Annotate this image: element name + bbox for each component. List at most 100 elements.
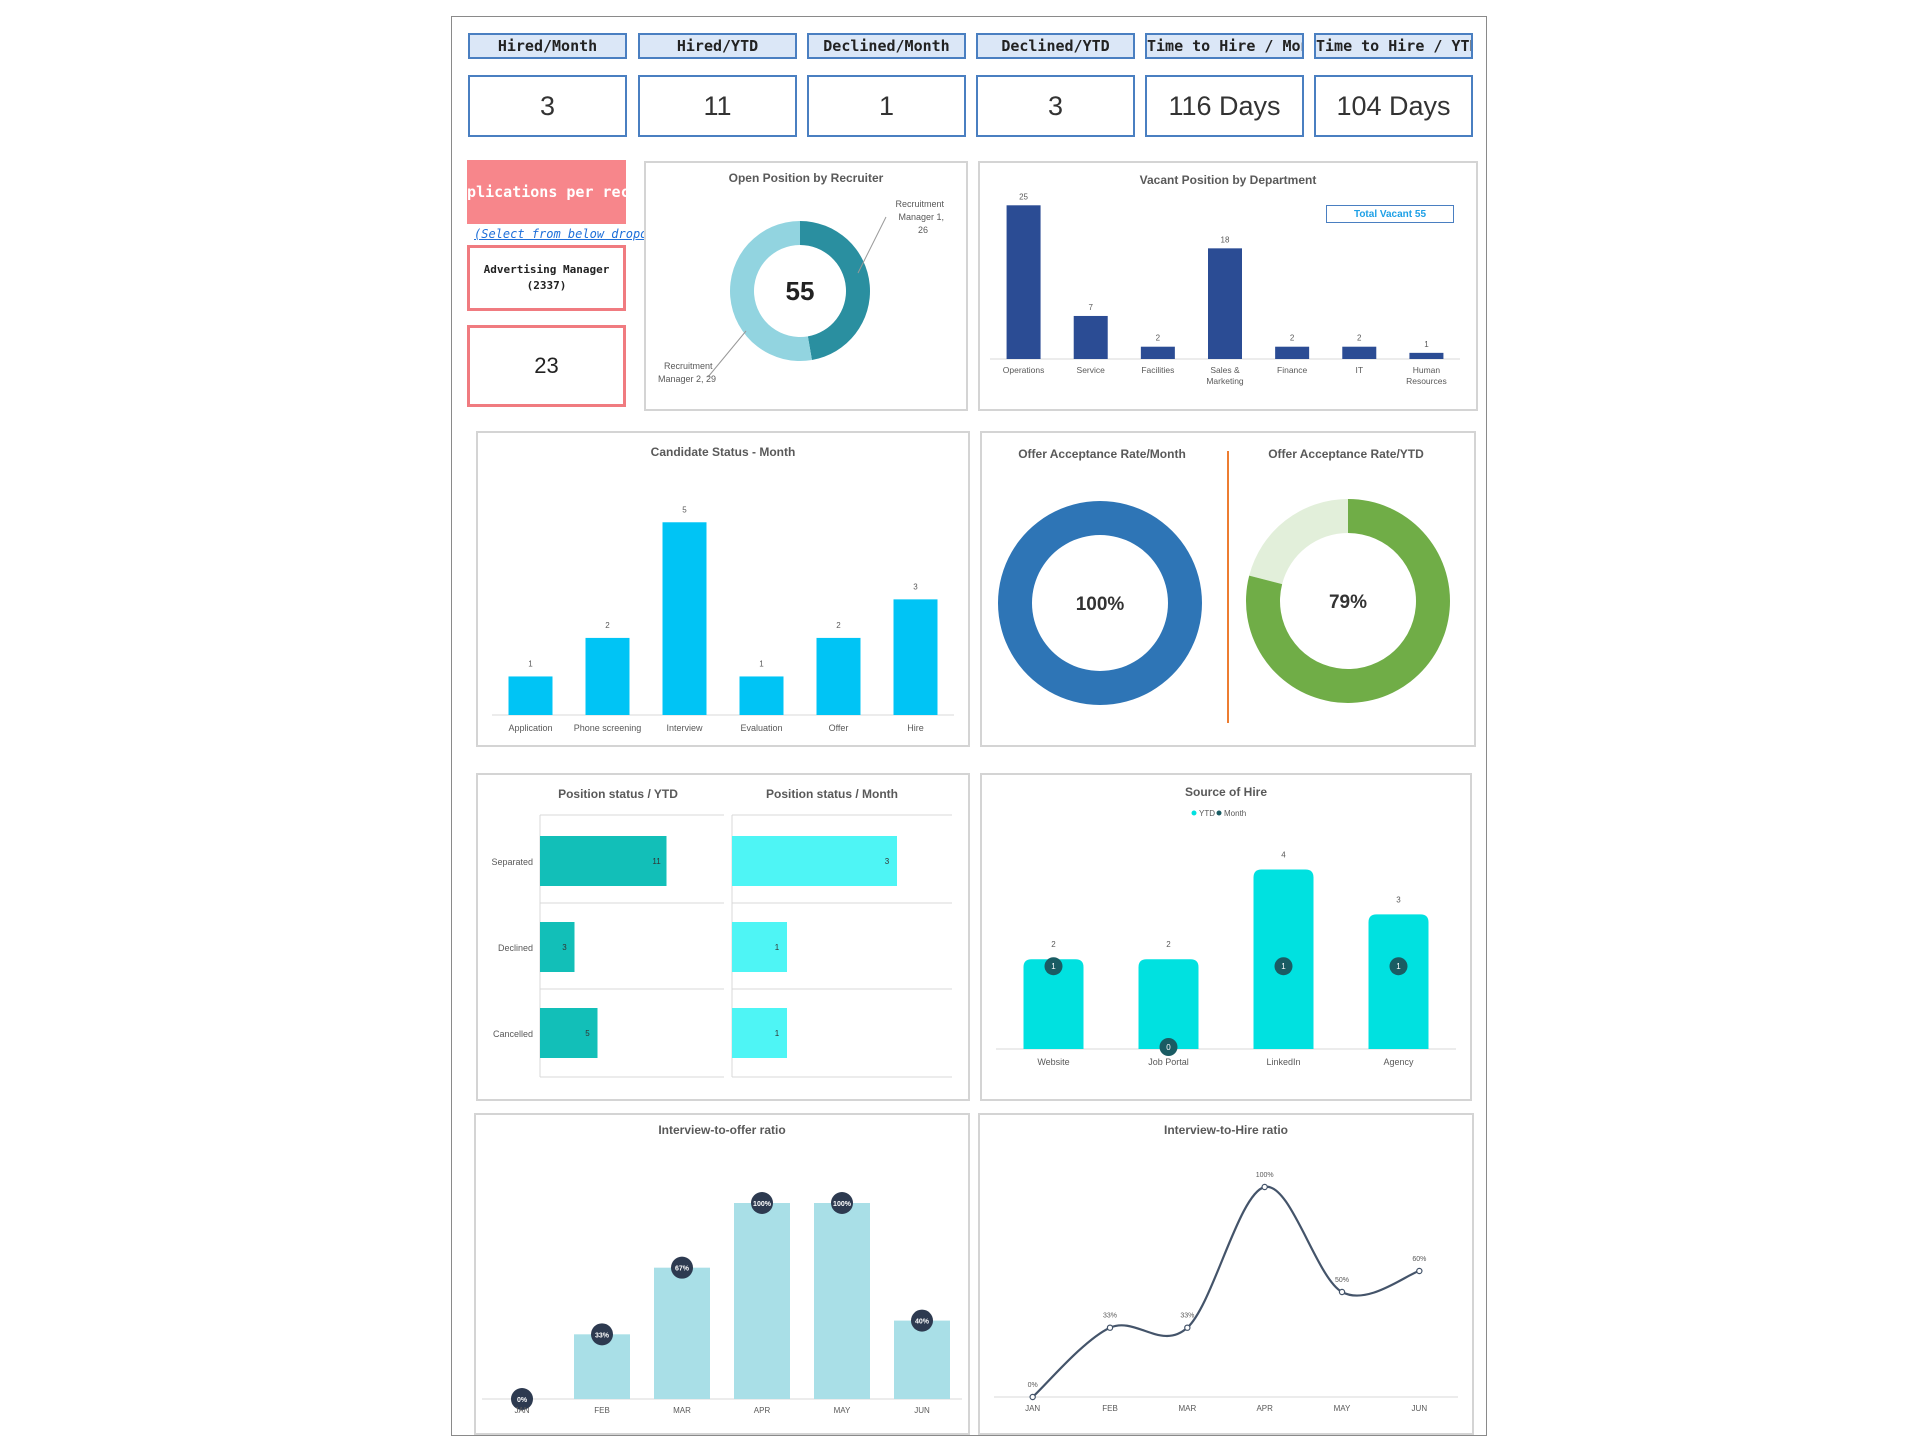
offer-month-title: Offer Acceptance Rate/Month	[1018, 447, 1186, 461]
source-month-dot-1	[1159, 1038, 1178, 1056]
offer-acceptance-chart: 100% 79%	[997, 499, 1450, 705]
recruiter-leader-1	[707, 330, 747, 378]
ihire-value-2: 33%	[1180, 1313, 1194, 1320]
ioffer-bar-3	[734, 1203, 790, 1399]
kpi-value-5: 104 Days	[1314, 75, 1473, 137]
recruiter-slice-label-0: Recruitment Manager 1, 26	[895, 199, 944, 235]
position-ytd-bar-0	[540, 836, 667, 886]
vacant-value-1: 7	[1088, 303, 1093, 312]
ioffer-category-2: MAR	[673, 1406, 691, 1415]
kpi-label-3: Declined/YTD	[976, 33, 1135, 59]
ihire-value-4: 50%	[1335, 1277, 1349, 1284]
ihire-category-2: MAR	[1178, 1404, 1196, 1413]
position-ytd-value-2: 5	[585, 1029, 590, 1038]
kpi-label-2: Declined/Month	[807, 33, 966, 59]
candidate-bar-4	[816, 637, 861, 715]
open-position-title: Open Position by Recruiter	[728, 171, 884, 185]
ihire-category-1: FEB	[1102, 1404, 1118, 1413]
ioffer-label-bg-2	[671, 1256, 693, 1279]
ioffer-category-5: JUN	[914, 1406, 930, 1415]
position-month-bar-0	[732, 836, 897, 886]
recruiter-slice-0	[800, 221, 870, 360]
source-legend-ytd-swatch	[1191, 810, 1197, 816]
offer-acceptance-panel: Offer Acceptance Rate/Month Offer Accept…	[980, 431, 1476, 747]
kpi-label-0: Hired/Month	[468, 33, 627, 59]
position-ytd-value-1: 3	[562, 943, 567, 952]
recruiter-banner-text: Applications per recruiter	[467, 183, 626, 201]
position-status-chart: Separated 11 3 Declined 3 1 Cancelled 5 1	[491, 814, 952, 1078]
ihire-value-3: 100%	[1256, 1172, 1274, 1179]
offer-month-slice	[997, 501, 1202, 705]
candidate-value-2: 5	[682, 505, 687, 514]
ioffer-value-0: 0%	[517, 1397, 528, 1404]
source-month-value-2: 1	[1281, 962, 1286, 971]
vacant-bar-4	[1275, 346, 1310, 359]
candidate-status-chart: 1 Application 2 Phone screening 5 Interview 1 E…	[492, 505, 954, 733]
source-month-dot-3	[1389, 957, 1408, 976]
vacant-value-2: 2	[1156, 334, 1161, 343]
candidate-category-5: Hire	[907, 723, 924, 733]
ihire-point-0	[1029, 1393, 1036, 1401]
recruiter-count: 23	[467, 325, 626, 407]
ioffer-value-1: 33%	[595, 1332, 610, 1339]
ioffer-value-4: 100%	[833, 1201, 852, 1208]
recruiter-dropdown[interactable]: Advertising Manager (2337)	[467, 245, 626, 311]
candidate-category-0: Application	[508, 723, 552, 733]
candidate-category-3: Evaluation	[740, 723, 782, 733]
position-ytd-title: Position status / YTD	[558, 787, 678, 801]
vacant-category-5: IT	[1356, 365, 1364, 375]
ioffer-bar-4	[814, 1203, 870, 1399]
candidate-category-4: Offer	[829, 723, 849, 733]
vacant-bar-2	[1140, 346, 1175, 359]
ioffer-bar-5	[894, 1320, 950, 1399]
source-legend-month-swatch	[1216, 810, 1222, 816]
kpi-value-3: 3	[976, 75, 1135, 137]
ioffer-bar-2	[654, 1267, 710, 1399]
recruiter-banner: Applications per recruiter	[467, 160, 626, 224]
kpi-label-4: Time to Hire / Month	[1145, 33, 1304, 59]
vacant-category-0: Operations	[1003, 365, 1045, 375]
vacant-value-6: 1	[1424, 340, 1429, 349]
vacant-category-4: Finance	[1277, 365, 1308, 375]
candidate-bar-0	[508, 676, 553, 715]
ihire-point-4	[1338, 1288, 1346, 1296]
vacant-bar-5	[1342, 346, 1377, 359]
candidate-value-4: 2	[836, 621, 841, 630]
vacant-category-1: Service	[1077, 365, 1106, 375]
position-month-value-2: 1	[775, 1029, 780, 1038]
interview-hire-panel: Interview-to-Hire ratio 0% JAN 33% FEB 33% MA…	[978, 1113, 1474, 1435]
ioffer-label-bg-5	[911, 1309, 933, 1332]
ihire-category-5: JUN	[1412, 1404, 1428, 1413]
ioffer-category-1: FEB	[594, 1406, 610, 1415]
ioffer-value-2: 67%	[675, 1266, 690, 1273]
ihire-point-2	[1184, 1324, 1191, 1331]
recruiter-slice-1	[730, 221, 812, 361]
ioffer-category-3: APR	[754, 1406, 771, 1415]
position-status-panel: Position status / YTD Position status / …	[476, 773, 970, 1101]
ihire-point-1	[1106, 1324, 1114, 1331]
ihire-value-0: 0%	[1028, 1382, 1038, 1389]
ioffer-label-bg-0	[511, 1388, 533, 1410]
recruiter-total-label: 55	[786, 276, 815, 306]
open-position-panel: Open Position by Recruiter 55 Recruitment…	[644, 161, 968, 411]
vacant-bar-3	[1208, 248, 1242, 359]
offer-ytd-title: Offer Acceptance Rate/YTD	[1268, 447, 1424, 461]
vacant-value-3: 18	[1221, 235, 1230, 244]
interview-offer-panel: Interview-to-offer ratio 0% JAN 33% FEB 67% M…	[474, 1113, 970, 1435]
recruiter-count-value: 23	[534, 353, 559, 378]
open-position-chart: 55 Recruitment Manager 1, 26 Recruitment Mana…	[658, 199, 944, 384]
position-month-title: Position status / Month	[766, 787, 898, 801]
source-ytd-bar-1	[1138, 959, 1199, 1049]
candidate-value-1: 2	[605, 621, 610, 630]
source-ytd-value-1: 2	[1166, 940, 1171, 949]
recruiter-hint: (Select from below dropdown)	[474, 227, 644, 241]
ioffer-label-bg-1	[591, 1323, 613, 1346]
candidate-value-0: 1	[528, 659, 533, 668]
offer-month-label: 100%	[1076, 594, 1125, 615]
vacant-position-chart: 25 Operations 7 Service 2 Facilities 18 Sales &…	[990, 192, 1460, 386]
position-month-value-1: 1	[775, 943, 780, 952]
source-of-hire-title: Source of Hire	[1184, 785, 1268, 799]
source-legend-ytd: YTD	[1199, 809, 1215, 818]
vacant-category-3: Sales & Marketing	[1206, 365, 1244, 386]
ihire-category-3: APR	[1256, 1404, 1273, 1413]
